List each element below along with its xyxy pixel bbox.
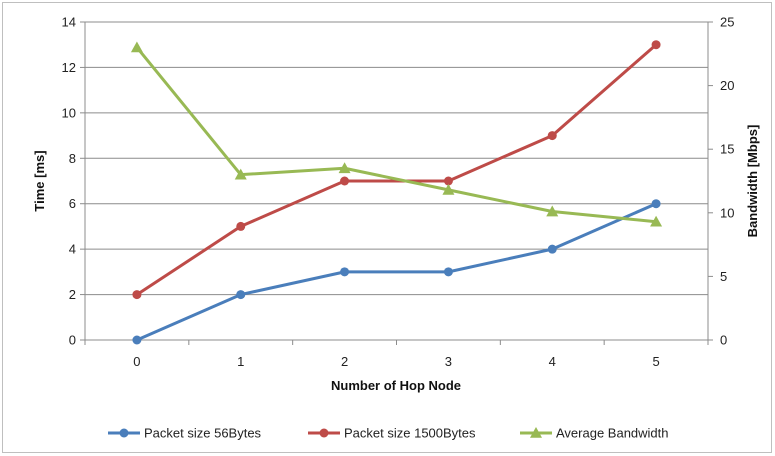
x-tick-label: 5 bbox=[652, 354, 659, 369]
x-tick-label: 0 bbox=[133, 354, 140, 369]
data-point bbox=[651, 40, 661, 50]
y2-tick-label: 10 bbox=[720, 205, 734, 220]
legend-marker bbox=[530, 427, 542, 438]
series-1 bbox=[132, 199, 661, 345]
y-tick-label: 12 bbox=[62, 60, 76, 75]
y-tick-label: 6 bbox=[69, 196, 76, 211]
y-tick-label: 4 bbox=[69, 242, 76, 257]
legend-label: Packet size 56Bytes bbox=[144, 426, 262, 441]
series-line bbox=[136, 202, 657, 342]
x-axis-ticks: 0 1 2 3 4 5 bbox=[84, 340, 709, 369]
x-tick-label: 1 bbox=[237, 354, 244, 369]
x-tick-label: 2 bbox=[341, 354, 348, 369]
data-point bbox=[650, 215, 663, 227]
legend-item-1: Packet size 56Bytes bbox=[108, 426, 262, 441]
y2-tick-label: 5 bbox=[720, 269, 727, 284]
legend-label: Packet size 1500Bytes bbox=[344, 426, 476, 441]
y-axis-ticks: 0 2 4 6 8 10 12 14 bbox=[62, 15, 85, 348]
legend-item-2: Packet size 1500Bytes bbox=[308, 426, 476, 441]
data-point bbox=[236, 221, 246, 231]
data-point bbox=[132, 290, 142, 300]
legend-item-3: Average Bandwidth bbox=[520, 426, 669, 441]
data-point bbox=[442, 183, 455, 195]
series-2 bbox=[132, 40, 661, 300]
series-group bbox=[130, 40, 663, 345]
y-tick-label: 0 bbox=[69, 333, 76, 348]
data-point bbox=[340, 176, 350, 186]
data-point bbox=[547, 244, 557, 254]
y2-tick-label: 15 bbox=[720, 142, 734, 157]
y-tick-label: 14 bbox=[62, 15, 76, 30]
x-tick-label: 3 bbox=[445, 354, 452, 369]
y-axis-label: Time [ms] bbox=[32, 150, 47, 211]
x-tick-label: 4 bbox=[549, 354, 556, 369]
series-line bbox=[136, 43, 658, 296]
legend-label: Average Bandwidth bbox=[556, 426, 669, 441]
y-tick-label: 8 bbox=[69, 151, 76, 166]
y-tick-label: 10 bbox=[62, 105, 76, 120]
legend-marker bbox=[319, 428, 329, 438]
data-point bbox=[443, 267, 453, 277]
y2-axis-label: Bandwidth [Mbps] bbox=[745, 125, 760, 238]
data-point bbox=[547, 131, 557, 141]
series-line bbox=[135, 46, 657, 224]
series-3 bbox=[130, 41, 663, 227]
data-point bbox=[443, 176, 453, 186]
data-point bbox=[132, 335, 142, 345]
legend-marker bbox=[119, 428, 129, 438]
data-point bbox=[651, 199, 661, 209]
y2-axis-ticks: 0 5 10 15 20 25 bbox=[708, 15, 734, 348]
data-point bbox=[546, 205, 559, 217]
legend: Packet size 56Bytes Packet size 1500Bytes… bbox=[108, 426, 669, 441]
data-point bbox=[340, 267, 350, 277]
data-point bbox=[338, 162, 351, 174]
data-point bbox=[234, 168, 247, 180]
y-tick-label: 2 bbox=[69, 287, 76, 302]
gridlines bbox=[85, 21, 708, 296]
y2-tick-label: 25 bbox=[720, 15, 734, 30]
y2-tick-label: 0 bbox=[720, 333, 727, 348]
x-axis-label: Number of Hop Node bbox=[331, 378, 461, 393]
data-point bbox=[130, 41, 143, 53]
data-point bbox=[236, 290, 246, 300]
y2-tick-label: 20 bbox=[720, 78, 734, 93]
